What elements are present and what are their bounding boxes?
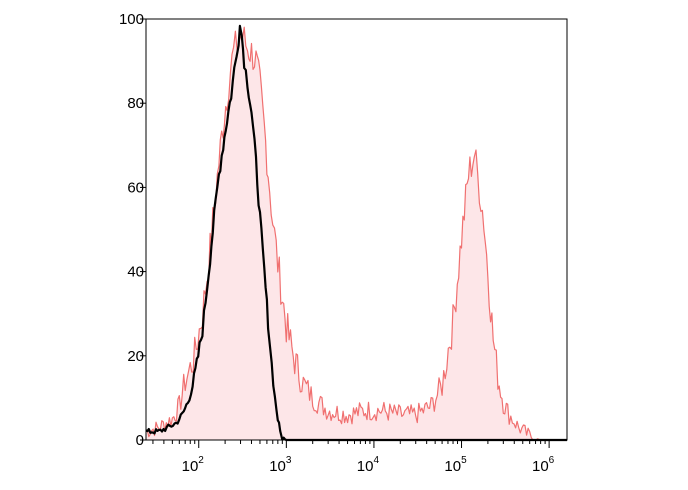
x-tick-label: 106 (532, 455, 555, 475)
y-tick-label: 100 (119, 11, 144, 28)
y-tick-label: 60 (127, 179, 144, 196)
series-0-area (146, 27, 567, 440)
y-tick-label: 20 (127, 348, 144, 365)
x-tick-label: 102 (182, 455, 205, 475)
x-tick-label: 103 (269, 455, 292, 475)
y-tick-label: 40 (127, 264, 144, 281)
y-tick-label: 0 (136, 432, 144, 449)
axes-layer (140, 18, 568, 448)
y-tick-label: 80 (127, 95, 144, 112)
x-tick-label: 104 (357, 455, 380, 475)
series-layer (145, 24, 567, 442)
x-tick-label: 105 (444, 455, 467, 475)
plot-frame (145, 18, 568, 441)
labels-layer: 0 20 40 60 80 100 102 103 104 105 106 (119, 11, 555, 475)
